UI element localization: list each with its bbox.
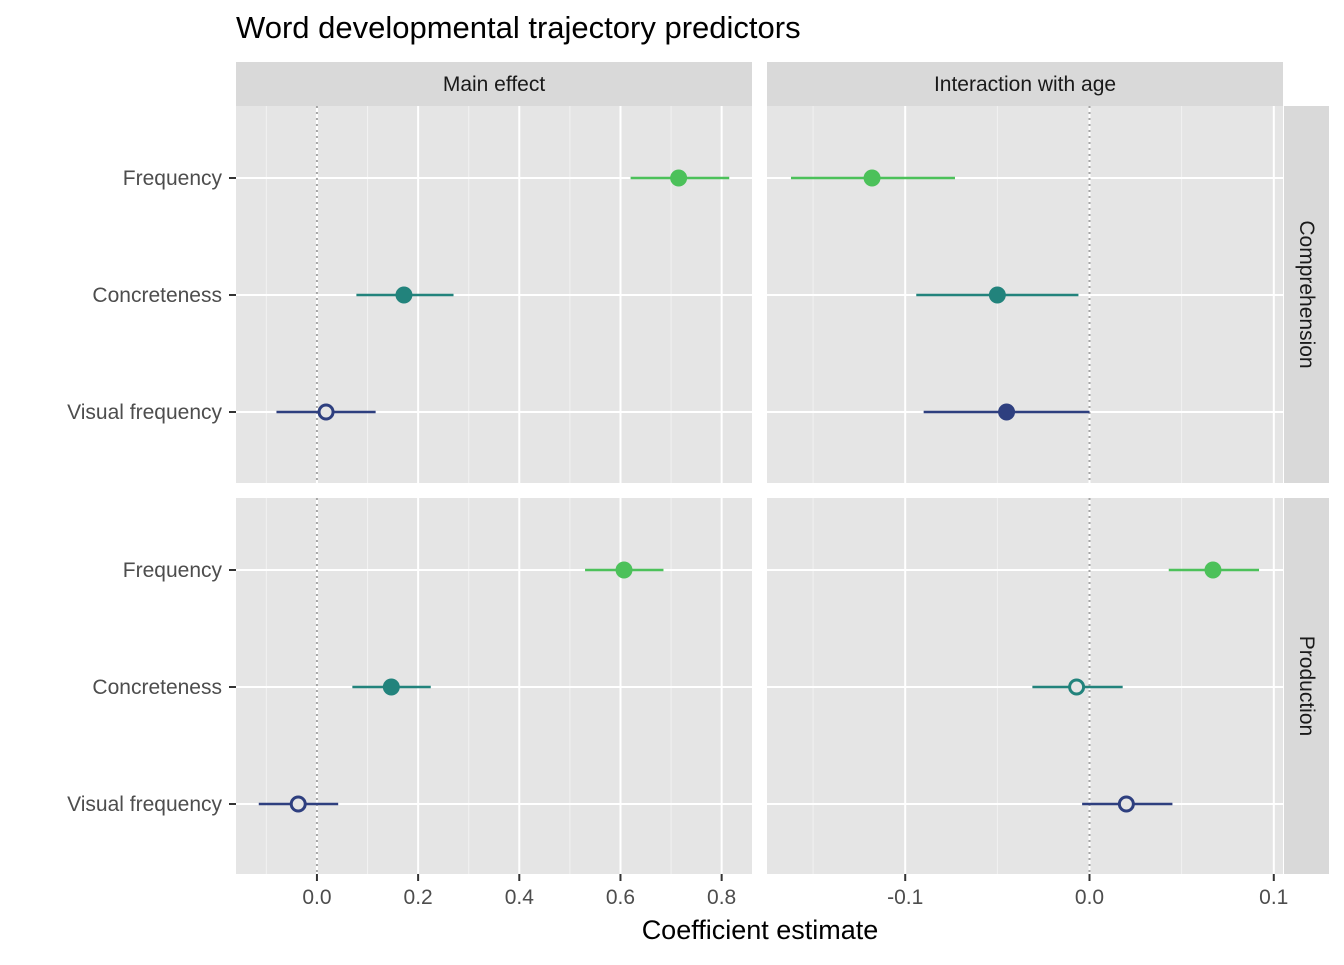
- x-tick-label: 0.8: [707, 886, 736, 909]
- x-tick-label: 0.2: [404, 886, 433, 909]
- estimate-point: [615, 561, 633, 579]
- y-tick-label: Concreteness: [92, 676, 222, 699]
- x-tick-label: -0.1: [887, 886, 923, 909]
- estimate-point: [998, 403, 1016, 421]
- strip-label-0: Main effect: [443, 73, 545, 96]
- strip-label-1: Interaction with age: [934, 73, 1116, 96]
- y-tick-label: Visual frequency: [67, 793, 222, 816]
- row-strip-0: [1284, 106, 1329, 483]
- y-tick-label: Frequency: [123, 559, 223, 582]
- row-strip-label-0: Comprehension: [1295, 220, 1318, 368]
- x-tick-label: 0.4: [505, 886, 535, 909]
- x-tick-label: 0.6: [606, 886, 635, 909]
- estimate-point: [863, 169, 881, 187]
- y-tick-label: Frequency: [123, 167, 223, 190]
- x-tick-label: 0.1: [1259, 886, 1288, 909]
- strip-0: [236, 62, 752, 106]
- estimate-point: [670, 169, 688, 187]
- row-strip-1: [1284, 498, 1329, 874]
- y-tick-label: Visual frequency: [67, 401, 222, 424]
- estimate-point: [988, 286, 1006, 304]
- x-tick-label: 0.0: [302, 886, 331, 909]
- estimate-point: [1068, 678, 1086, 696]
- x-tick-label: 0.0: [1075, 886, 1104, 909]
- estimate-point: [382, 678, 400, 696]
- estimate-point: [317, 403, 335, 421]
- estimate-point: [1204, 561, 1222, 579]
- estimate-point: [1117, 795, 1135, 813]
- x-axis-label: Coefficient estimate: [642, 915, 879, 945]
- row-strip-label-1: Production: [1295, 636, 1318, 736]
- strip-1: [767, 62, 1283, 106]
- y-tick-label: Concreteness: [92, 284, 222, 307]
- estimate-point: [395, 286, 413, 304]
- chart-title: Word developmental trajectory predictors: [236, 10, 801, 45]
- estimate-point: [289, 795, 307, 813]
